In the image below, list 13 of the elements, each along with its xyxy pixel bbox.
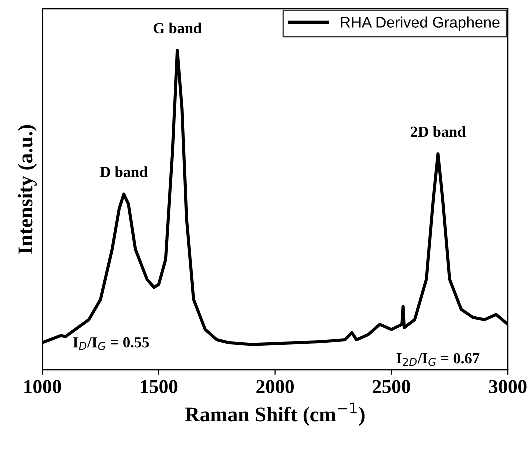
x-tick-label: 2000 xyxy=(256,380,294,394)
legend-label: RHA Derived Graphene xyxy=(341,16,500,31)
x-axis-title: Raman Shift (cm$^{−1}$) xyxy=(185,402,365,426)
x-tick-label: 1000 xyxy=(24,380,62,394)
x-tick-label: 1500 xyxy=(141,380,178,394)
x-tick-label: 2500 xyxy=(373,380,410,394)
annotation: 2D band xyxy=(411,126,466,138)
y-axis-title: Intensity (a.u.) xyxy=(18,125,38,254)
annotation: I$_{D}$/I$_{G}$ = 0.55 xyxy=(73,337,150,350)
annotation: G band xyxy=(154,22,202,34)
annotation: D band xyxy=(100,166,148,178)
annotation: I$_{2D}$/I$_{G}$ = 0.67 xyxy=(396,353,480,366)
x-tick-label: 3000 xyxy=(489,380,527,394)
